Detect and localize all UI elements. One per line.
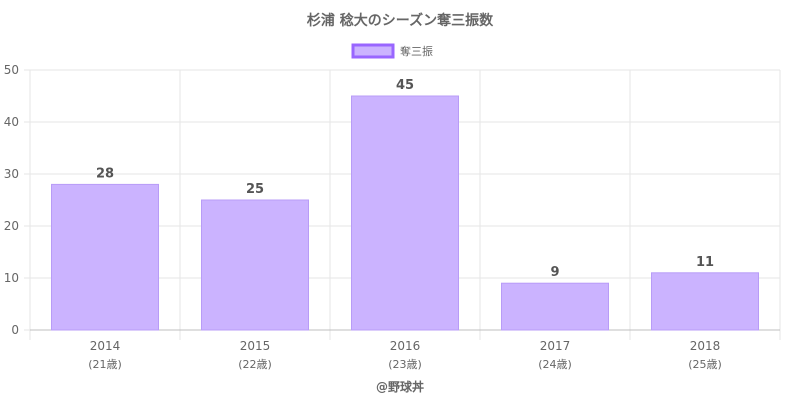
bar-value-label: 9 [550, 265, 559, 280]
legend[interactable]: 奪三振 [351, 43, 433, 59]
credit-label: @野球丼 [376, 379, 424, 394]
x-tick-sublabel: (24歳) [538, 358, 572, 371]
x-tick-label: 2016 [390, 339, 421, 353]
bar[interactable] [201, 199, 309, 331]
y-tick-label: 30 [4, 167, 19, 181]
y-tick-label: 20 [4, 219, 19, 233]
y-tick-label: 0 [11, 323, 19, 337]
bar[interactable] [351, 95, 459, 331]
bar[interactable] [51, 183, 159, 331]
x-tick-sublabel: (23歳) [388, 358, 422, 371]
bar-value-label: 11 [696, 255, 714, 270]
y-tick-label: 40 [4, 115, 19, 129]
x-tick-sublabel: (22歳) [238, 358, 272, 371]
bar-value-label: 25 [246, 182, 264, 197]
x-tick-label: 2014 [90, 339, 121, 353]
y-axis: 0 10 20 30 40 50 [4, 63, 19, 337]
y-tick-label: 10 [4, 271, 19, 285]
bars [51, 95, 759, 331]
x-tick-label: 2017 [540, 339, 571, 353]
bar[interactable] [501, 282, 609, 331]
bar-value-label: 45 [396, 78, 414, 93]
x-tick-label: 2015 [240, 339, 271, 353]
x-tick-sublabel: (25歳) [688, 358, 722, 371]
x-tick-sublabel: (21歳) [88, 358, 122, 371]
x-tick-label: 2018 [690, 339, 721, 353]
x-axis: 2014 (21歳) 2015 (22歳) 2016 (23歳) 2017 (24歳) 2018… [30, 329, 780, 371]
legend-swatch [351, 43, 395, 59]
bar-value-label: 28 [96, 166, 114, 181]
chart-title: 杉浦 稔大のシーズン奪三振数 [307, 12, 494, 29]
y-tick-label: 50 [4, 63, 19, 77]
value-labels: 28 25 45 9 11 [96, 78, 714, 280]
bar[interactable] [651, 272, 759, 331]
legend-label: 奪三振 [400, 44, 433, 58]
